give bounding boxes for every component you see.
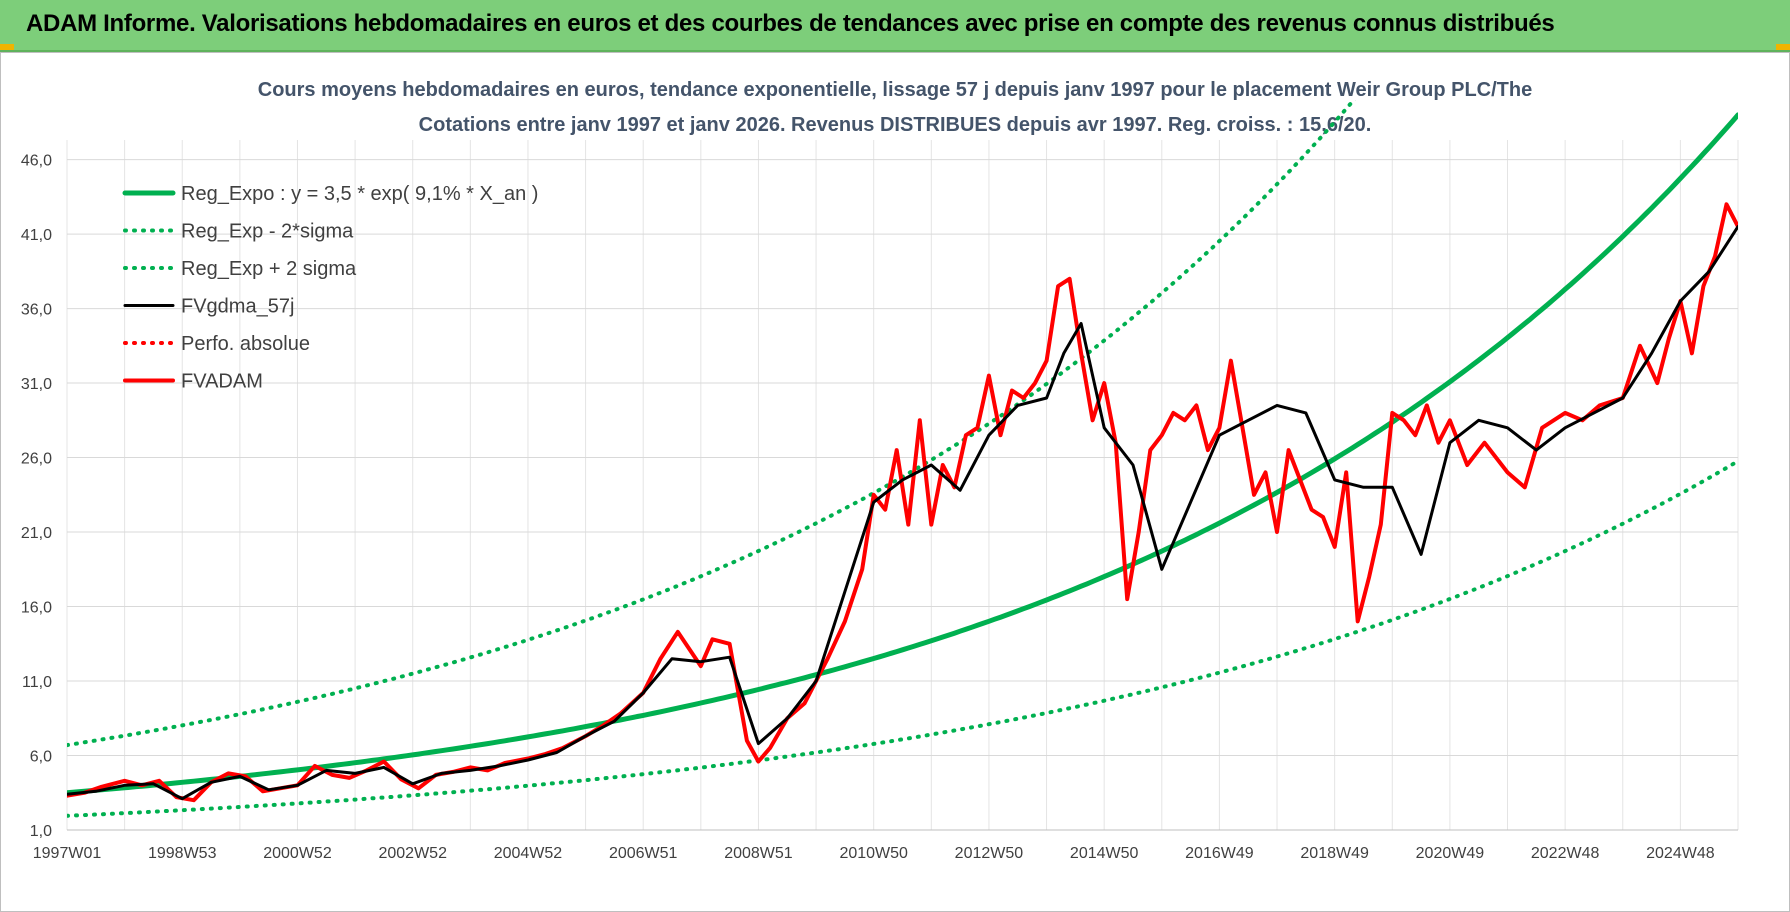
legend-label: Reg_Exp - 2*sigma [181,221,354,243]
x-tick-label: 2004W52 [494,845,563,862]
chart-title-line-2: Cotations entre janv 1997 et janv 2026. … [419,114,1372,136]
x-axis-ticks: 1997W01 1998W53 2000W52 2002W52 2004W52 2006W… [33,845,1715,862]
x-tick-label: 2012W50 [955,845,1024,862]
legend: Reg_Expo : y = 3,5 * exp( 9,1% * X_an ) R… [122,183,538,393]
x-tick-label: 2006W51 [609,845,678,862]
x-tick-label: 2016W49 [1185,845,1254,862]
y-tick-label: 26,0 [21,451,52,468]
y-tick-label: 11,0 [22,674,52,691]
x-tick-label: 2022W48 [1531,845,1600,862]
y-tick-label: 46,0 [21,153,52,170]
series-lines [67,100,1738,818]
y-tick-label: 16,0 [21,600,52,617]
series-line [67,112,1738,796]
y-tick-label: 31,0 [21,376,52,393]
y-axis-ticks: 1,0 6,0 11,0 16,0 21,0 26,0 31,0 36,0 41,0 46,0 [21,153,52,840]
report-banner: ADAM Informe. Valorisations hebdomadaire… [0,0,1790,52]
series-line [67,202,1738,803]
x-tick-label: 2008W51 [724,845,793,862]
y-tick-label: 36,0 [21,302,52,319]
series-line [67,100,1357,748]
x-tick-label: 2018W49 [1300,845,1369,862]
legend-label: FVADAM [181,371,263,393]
grid-lines [66,140,1739,831]
y-tick-label: 1,0 [30,823,52,840]
series-line [67,225,1738,801]
x-tick-label: 2010W50 [839,845,908,862]
legend-label: Reg_Exp + 2 sigma [181,258,357,280]
x-tick-label: 2014W50 [1070,845,1139,862]
legend-label: Reg_Expo : y = 3,5 * exp( 9,1% * X_an ) [181,183,538,205]
legend-label: FVgdma_57j [181,296,294,318]
y-tick-label: 6,0 [30,749,52,766]
legend-label: Perfo. absolue [181,333,310,355]
x-tick-label: 1998W53 [148,845,217,862]
x-tick-label: 1997W01 [33,845,102,862]
y-tick-label: 41,0 [21,227,52,244]
corner-marker-left [0,44,14,50]
x-tick-label: 2000W52 [263,845,332,862]
report-title: ADAM Informe. Valorisations hebdomadaire… [26,10,1555,37]
y-tick-label: 21,0 [21,525,52,542]
x-tick-label: 2020W49 [1416,845,1485,862]
series-line [67,459,1738,818]
x-tick-label: 2002W52 [378,845,447,862]
x-tick-label: 2024W48 [1646,845,1715,862]
corner-marker-right [1776,44,1790,50]
chart-title-line-1: Cours moyens hebdomadaires en euros, ten… [258,79,1532,101]
